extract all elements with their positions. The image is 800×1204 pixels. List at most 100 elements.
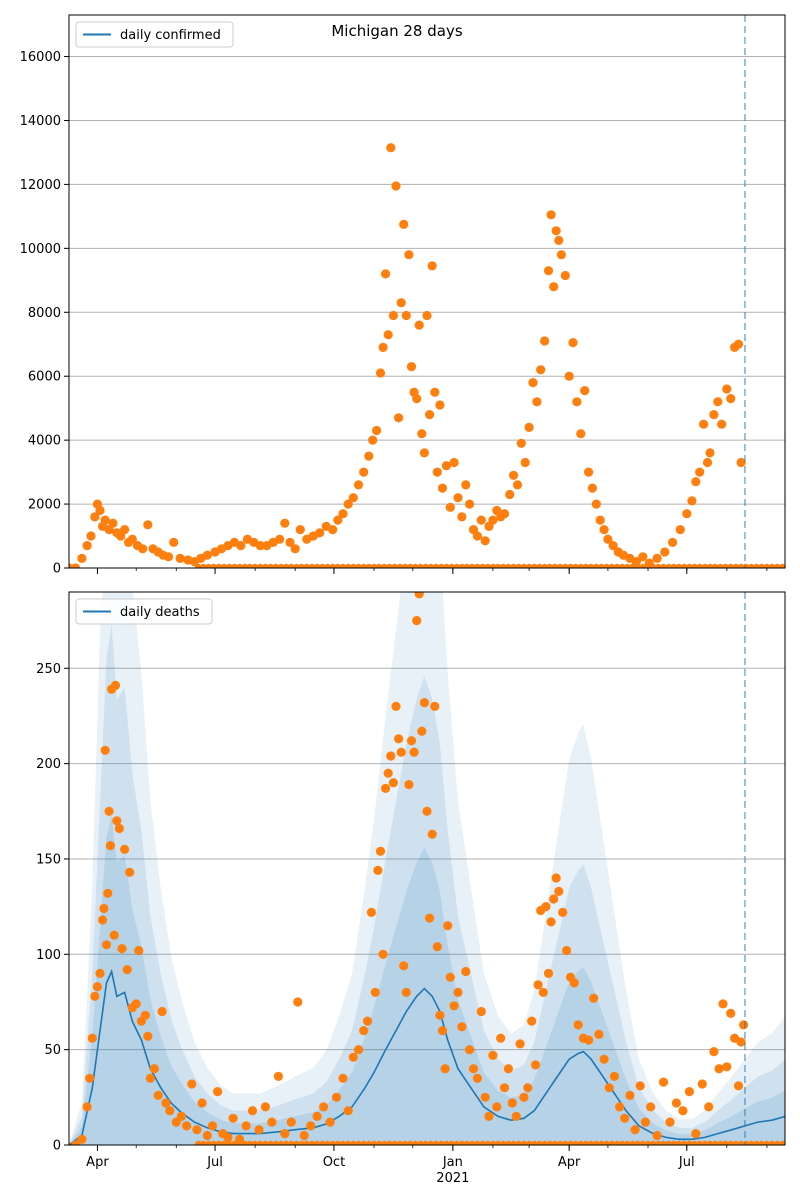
data-point [584, 1035, 594, 1045]
data-point [134, 945, 144, 956]
data-point [280, 518, 290, 528]
zero-marker [520, 563, 528, 568]
y-tick-label: 4000 [28, 434, 61, 449]
data-point [366, 907, 376, 918]
zero-marker [381, 1140, 388, 1145]
zero-marker [339, 1140, 347, 1145]
data-point [202, 1130, 212, 1141]
zero-marker [298, 1140, 305, 1145]
zero-marker [774, 563, 781, 568]
zero-marker [551, 563, 559, 568]
data-point [631, 557, 642, 567]
zero-marker [386, 1140, 393, 1145]
data-point [480, 536, 490, 546]
data-point [532, 397, 542, 407]
data-point [536, 365, 546, 375]
data-point [609, 1071, 620, 1081]
data-point [562, 945, 572, 956]
data-point [543, 266, 554, 276]
data-point [527, 1016, 537, 1026]
data-point [531, 1060, 541, 1070]
zero-marker [401, 563, 409, 568]
data-point [733, 339, 744, 349]
data-point [149, 1064, 159, 1074]
data-point [267, 1117, 277, 1127]
legend-label: daily confirmed [120, 28, 221, 43]
zero-marker [438, 563, 445, 568]
data-point [388, 310, 398, 321]
zero-marker [593, 563, 600, 568]
zero-marker [391, 563, 398, 568]
data-point [675, 525, 685, 535]
data-point [82, 541, 92, 551]
zero-marker [339, 563, 347, 568]
x-tick-sublabel: 2021 [436, 1171, 469, 1186]
zero-marker [520, 1140, 528, 1145]
zero-marker [453, 563, 460, 568]
zero-marker [660, 563, 667, 568]
data-point [396, 298, 406, 308]
zero-marker [531, 1140, 538, 1145]
zero-marker [556, 563, 564, 568]
data-point [406, 362, 417, 372]
data-point [569, 978, 579, 988]
zero-marker [288, 1140, 295, 1145]
zero-marker [376, 1140, 383, 1145]
data-point [353, 1045, 364, 1055]
zero-marker [768, 563, 776, 568]
zero-marker [686, 563, 693, 568]
data-point [540, 336, 550, 346]
data-point [515, 1039, 525, 1049]
y-tick-label: 200 [36, 757, 61, 772]
data-point [572, 397, 582, 407]
data-point [381, 269, 391, 279]
data-point [528, 378, 538, 388]
data-point [684, 1087, 695, 1097]
zero-marker [205, 1140, 212, 1145]
data-point [378, 949, 388, 959]
zero-marker [634, 563, 641, 568]
zero-marker [489, 563, 497, 568]
data-point [99, 903, 109, 914]
data-point [437, 1026, 448, 1036]
data-point [399, 219, 409, 229]
data-point [406, 736, 417, 746]
zero-marker [505, 563, 512, 568]
zero-marker [324, 1140, 331, 1145]
data-point [476, 1006, 486, 1017]
zero-marker [479, 1140, 486, 1145]
zero-marker [432, 563, 440, 568]
data-point [122, 965, 132, 975]
data-point [312, 1111, 322, 1121]
data-point [213, 1087, 223, 1097]
data-point [359, 467, 369, 477]
data-point [343, 499, 353, 509]
data-point [519, 1092, 529, 1102]
y-tick-label: 6000 [28, 370, 61, 385]
zero-marker [737, 1140, 745, 1145]
data-point [100, 745, 110, 755]
zero-marker [282, 1140, 290, 1145]
legend-box [75, 21, 234, 48]
zero-marker [313, 563, 321, 568]
zero-marker [758, 1140, 765, 1145]
zero-marker [768, 1140, 776, 1145]
zero-marker [774, 1140, 781, 1145]
data-point [461, 966, 471, 977]
zero-marker [334, 563, 341, 568]
zero-marker [236, 1140, 243, 1145]
zero-marker [763, 563, 771, 568]
data-point [381, 783, 391, 794]
data-point [461, 480, 471, 490]
zero-marker [686, 1140, 693, 1145]
zero-marker [536, 563, 543, 568]
zero-marker [443, 1140, 450, 1145]
zero-marker [546, 563, 553, 568]
zero-marker [717, 563, 724, 568]
axes-frame [68, 591, 786, 1146]
data-point [568, 338, 578, 348]
data-point [153, 1090, 163, 1100]
zero-marker [722, 563, 729, 568]
data-point [372, 425, 382, 436]
